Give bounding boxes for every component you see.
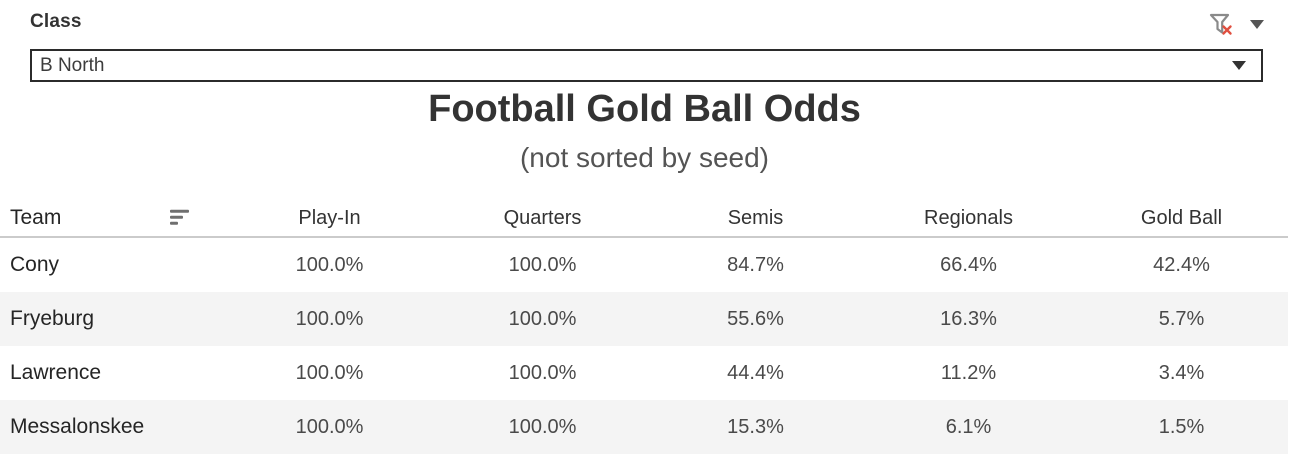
dropdown-caret-icon bbox=[1232, 61, 1246, 70]
gold-ball-cell[interactable]: 1.5% bbox=[1158, 415, 1205, 438]
column-header-quarters[interactable]: Quarters bbox=[503, 206, 582, 229]
filter-title: Class bbox=[30, 11, 82, 32]
dropdown-selected-value: B North bbox=[40, 54, 105, 76]
team-name-cell[interactable]: Messalonskee bbox=[10, 415, 145, 438]
page-title: Football Gold Ball Odds bbox=[428, 88, 861, 130]
team-name-cell[interactable]: Cony bbox=[10, 253, 60, 276]
gold-ball-cell[interactable]: 42.4% bbox=[1153, 253, 1210, 276]
play-in-cell[interactable]: 100.0% bbox=[295, 415, 364, 438]
gold-ball-cell[interactable]: 3.4% bbox=[1158, 361, 1205, 384]
page-subtitle: (not sorted by seed) bbox=[519, 142, 770, 173]
column-header-play-in[interactable]: Play-In bbox=[298, 206, 361, 229]
column-header-team[interactable]: Team bbox=[0, 206, 223, 230]
column-header-semis[interactable]: Semis bbox=[727, 206, 784, 229]
quarters-cell[interactable]: 100.0% bbox=[508, 361, 577, 384]
play-in-cell[interactable]: 100.0% bbox=[295, 253, 364, 276]
team-name-cell[interactable]: Lawrence bbox=[10, 361, 102, 384]
filter-menu-caret-icon[interactable] bbox=[1250, 20, 1264, 29]
play-in-cell[interactable]: 100.0% bbox=[295, 361, 364, 384]
gold-ball-cell[interactable]: 5.7% bbox=[1158, 307, 1205, 330]
table-header-row: Team Play-In Quarters Semis Regionals Go… bbox=[0, 200, 1288, 238]
clear-filter-icon[interactable] bbox=[1208, 12, 1235, 37]
table-row: Cony 100.0% 100.0% 84.7% 66.4% 42.4% bbox=[0, 238, 1288, 292]
quarters-cell[interactable]: 100.0% bbox=[508, 307, 577, 330]
regionals-cell[interactable]: 66.4% bbox=[940, 253, 997, 276]
regionals-cell[interactable]: 11.2% bbox=[940, 361, 997, 384]
semis-cell[interactable]: 55.6% bbox=[727, 307, 784, 330]
quarters-cell[interactable]: 100.0% bbox=[508, 415, 577, 438]
column-header-gold-ball[interactable]: Gold Ball bbox=[1140, 206, 1223, 229]
regionals-cell[interactable]: 16.3% bbox=[940, 307, 997, 330]
odds-table: Team Play-In Quarters Semis Regionals Go… bbox=[0, 200, 1288, 454]
filter-card-controls bbox=[1208, 12, 1264, 37]
column-header-team-label: Team bbox=[10, 206, 62, 229]
table-row: Messalonskee 100.0% 100.0% 15.3% 6.1% 1.… bbox=[0, 400, 1288, 454]
column-header-regionals[interactable]: Regionals bbox=[924, 206, 1013, 229]
semis-cell[interactable]: 15.3% bbox=[727, 415, 784, 438]
table-row: Lawrence 100.0% 100.0% 44.4% 11.2% 3.4% bbox=[0, 346, 1288, 400]
quarters-cell[interactable]: 100.0% bbox=[508, 253, 577, 276]
table-row: Fryeburg 100.0% 100.0% 55.6% 16.3% 5.7% bbox=[0, 292, 1288, 346]
regionals-cell[interactable]: 6.1% bbox=[945, 415, 992, 438]
semis-cell[interactable]: 44.4% bbox=[727, 361, 784, 384]
class-filter-dropdown[interactable]: B North bbox=[30, 49, 1263, 82]
play-in-cell[interactable]: 100.0% bbox=[295, 307, 364, 330]
semis-cell[interactable]: 84.7% bbox=[727, 253, 784, 276]
team-name-cell[interactable]: Fryeburg bbox=[10, 307, 95, 330]
sort-descending-icon[interactable] bbox=[170, 209, 189, 225]
